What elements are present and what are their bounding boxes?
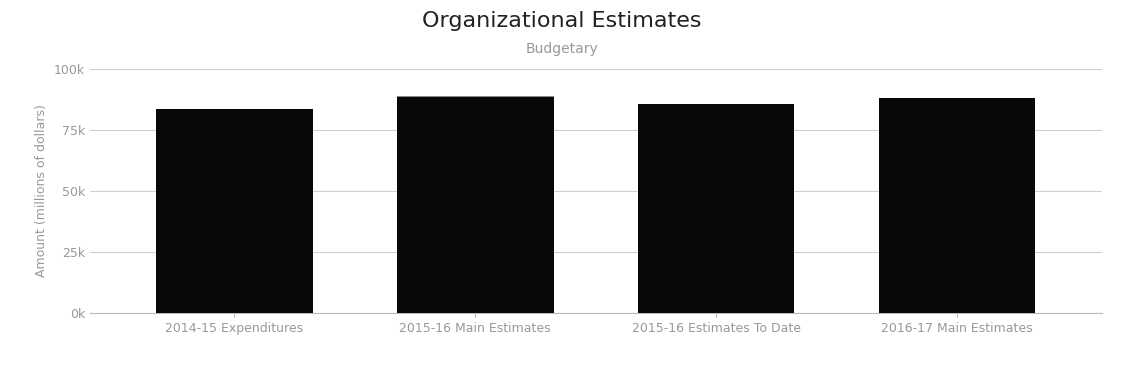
- Text: Budgetary: Budgetary: [526, 42, 598, 56]
- Bar: [156, 108, 312, 109]
- Y-axis label: Amount (millions of dollars): Amount (millions of dollars): [35, 105, 48, 277]
- Bar: [156, 109, 312, 313]
- Bar: [879, 98, 1035, 313]
- Text: Organizational Estimates: Organizational Estimates: [423, 11, 701, 31]
- Bar: [397, 97, 553, 313]
- Bar: [638, 104, 795, 313]
- Bar: [397, 96, 553, 97]
